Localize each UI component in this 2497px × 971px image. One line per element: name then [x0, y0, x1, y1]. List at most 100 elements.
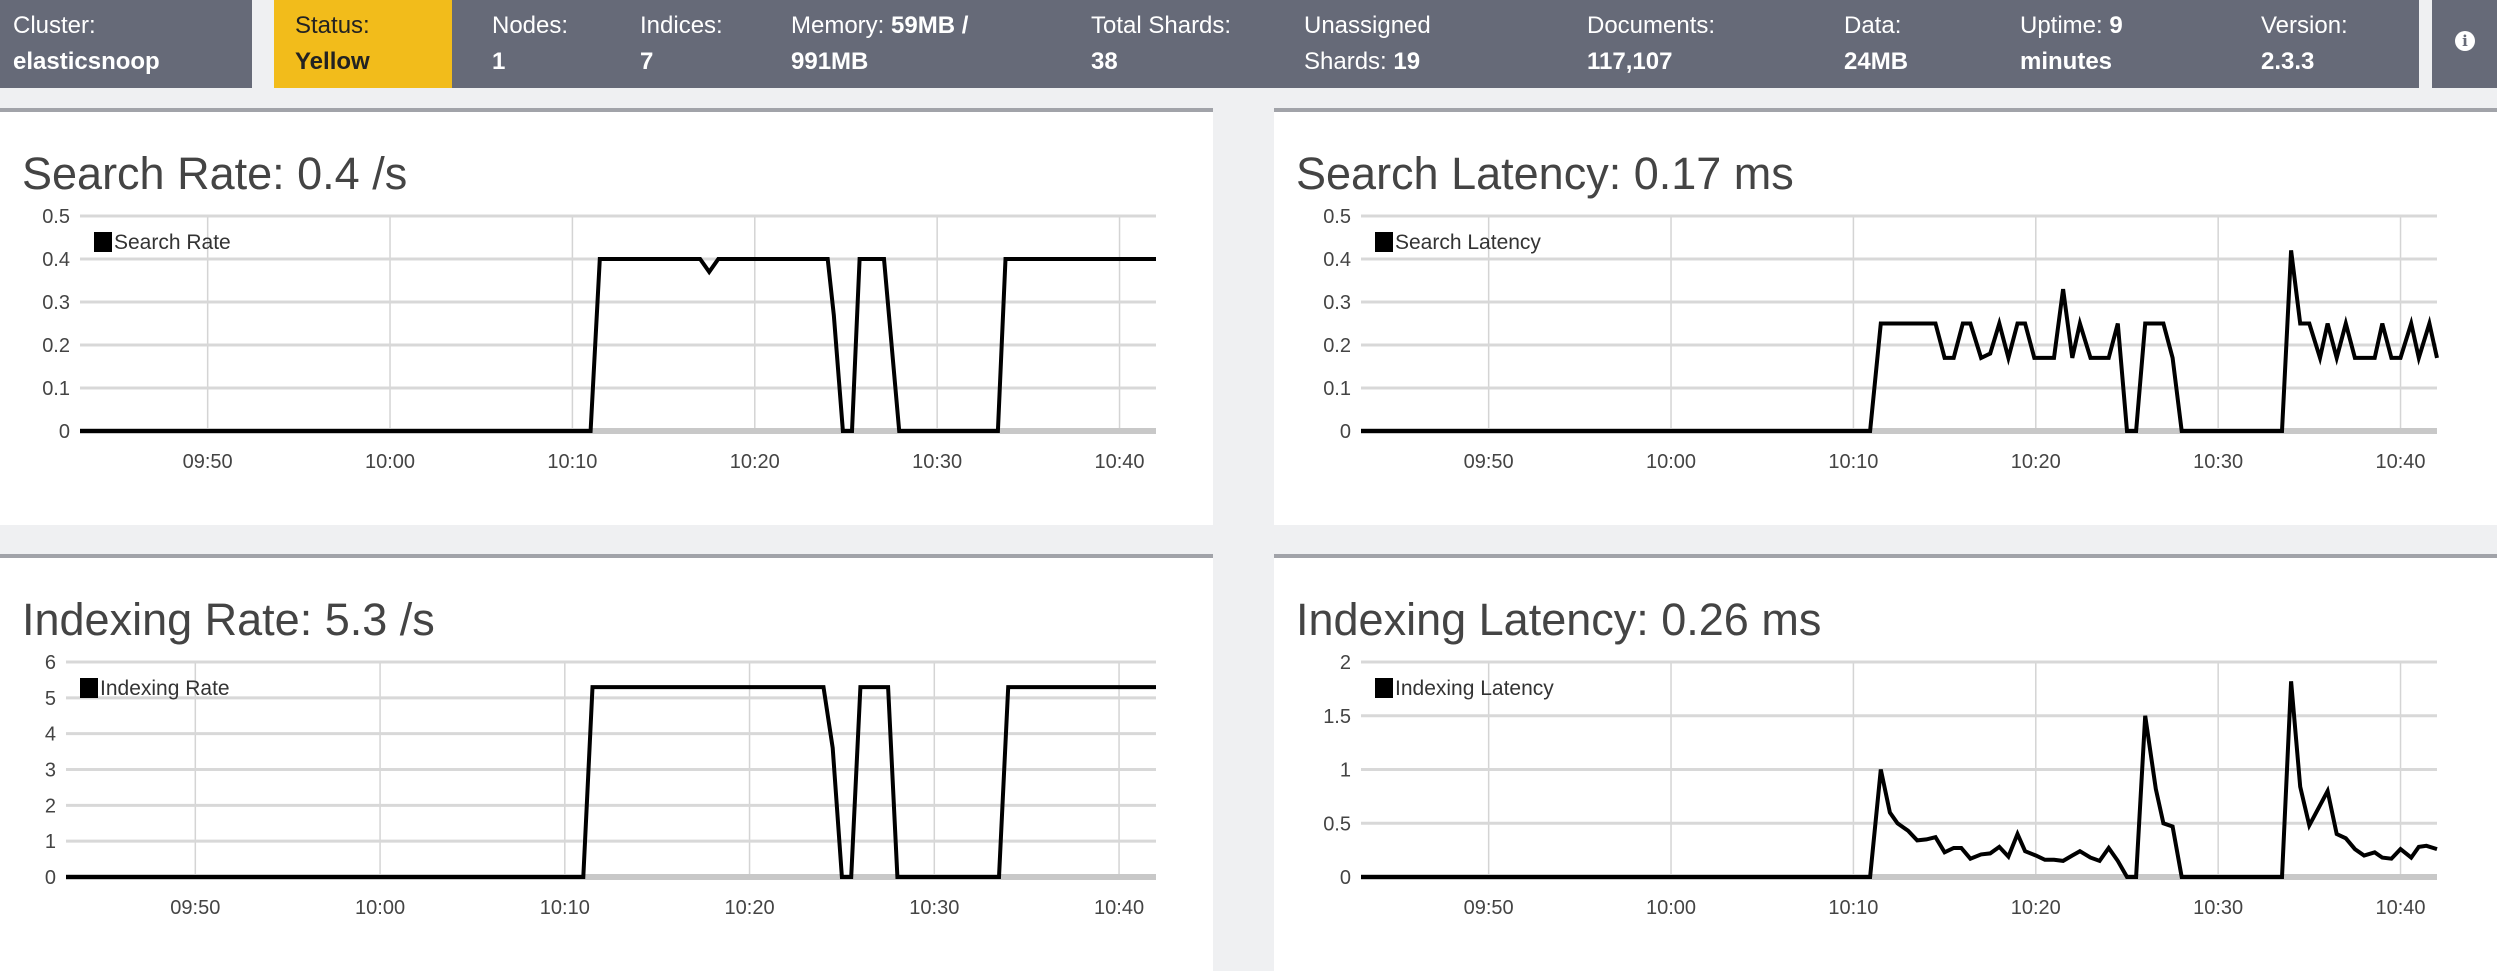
legend-swatch	[94, 232, 112, 252]
x-tick-label: 10:30	[2193, 897, 2243, 919]
y-tick-label: 4	[45, 724, 56, 746]
stat-label: Memory:	[791, 12, 885, 39]
stat-uptime: Uptime: 9 minutes	[2020, 8, 2150, 80]
legend-label: Indexing Latency	[1395, 677, 1554, 700]
cluster-value: elasticsnoop	[13, 48, 160, 75]
series-line	[66, 685, 1156, 879]
y-tick-label: 5	[45, 688, 56, 710]
stat-unassigned-shards: Unassigned Shards: 19	[1304, 8, 1464, 80]
x-tick-label: 10:20	[2011, 451, 2061, 473]
x-tick-label: 10:10	[1828, 897, 1878, 919]
stat-value: 9 minutes	[2020, 12, 2123, 75]
stat-version: Version: 2.3.3	[2261, 8, 2391, 80]
stat-label: Nodes:	[492, 12, 569, 39]
stat-label: Version:	[2261, 12, 2348, 39]
legend-label: Search Rate	[114, 231, 231, 254]
stat-label: Unassigned Shards:	[1304, 12, 1431, 75]
series-line	[1361, 681, 2438, 879]
stat-data: Data: 24MB	[1844, 8, 1964, 80]
legend-swatch	[1375, 232, 1393, 252]
x-tick-label: 10:00	[1646, 897, 1696, 919]
y-tick-label: 0.2	[42, 335, 70, 357]
stat-memory: Memory: 59MB / 991MB	[791, 8, 1031, 80]
stat-documents: Documents: 117,107	[1587, 8, 1787, 80]
indexing-rate-chart: 09:50 10:00 10:10 10:20 10:30 10:40 0 1 2 3 4 5 6 Ind…	[45, 652, 1156, 919]
y-tick-label: 0.3	[42, 292, 70, 314]
search-rate-chart: 09:50 10:00 10:10 10:20 10:30 10:40 0 0.1 0.2 0.3…	[42, 206, 1156, 473]
x-tick-label: 10:00	[355, 897, 405, 919]
search-latency-chart: 09:50 10:00 10:10 10:20 10:30 10:40 0 0.1 0.2 0.3…	[1323, 206, 2439, 473]
panel-title: Search Latency: 0.17 ms	[1296, 148, 1794, 199]
y-tick-label: 0.5	[42, 206, 70, 228]
y-tick-label: 2	[45, 795, 56, 817]
y-tick-label: 0.1	[1323, 378, 1351, 400]
panel-title: Search Rate: 0.4 /s	[22, 148, 408, 199]
stat-nodes: Nodes: 1	[492, 8, 612, 80]
cluster-label: Cluster:	[13, 12, 96, 39]
y-tick-label: 1	[45, 831, 56, 853]
stat-value: 117,107	[1587, 48, 1673, 75]
legend-swatch	[80, 678, 98, 698]
stat-value: 7	[640, 48, 654, 75]
x-tick-label: 10:10	[1828, 451, 1878, 473]
cluster-name-box: Cluster: elasticsnoop	[0, 0, 252, 88]
x-tick-label: 10:30	[2193, 451, 2243, 473]
y-tick-label: 0.4	[1323, 249, 1351, 271]
stat-label: Uptime:	[2020, 12, 2103, 39]
x-tick-label: 10:20	[725, 897, 775, 919]
x-tick-label: 10:40	[2375, 451, 2425, 473]
x-tick-label: 10:00	[365, 451, 415, 473]
info-button[interactable]: i	[2432, 0, 2497, 88]
indexing-rate-panel: Indexing Rate: 5.3 /s 09:50 10:00 10:10 10:…	[0, 554, 1213, 971]
legend-label: Indexing Rate	[100, 677, 230, 700]
stat-value: 1	[492, 48, 506, 75]
panel-title: Indexing Rate: 5.3 /s	[22, 594, 435, 645]
stat-value: 59MB / 991MB	[791, 12, 969, 75]
search-latency-panel: Search Latency: 0.17 ms 09:50 10:00 10:10 1…	[1274, 108, 2497, 525]
x-tick-label: 09:50	[183, 451, 233, 473]
x-tick-label: 10:30	[909, 897, 959, 919]
stat-label: Documents:	[1587, 12, 1716, 39]
panel-title: Indexing Latency: 0.26 ms	[1296, 594, 1822, 645]
legend-swatch	[1375, 678, 1393, 698]
x-tick-label: 10:10	[540, 897, 590, 919]
series-line	[1361, 250, 2439, 433]
y-tick-label: 0	[1340, 867, 1351, 889]
y-tick-label: 0.5	[1323, 206, 1351, 228]
y-tick-label: 0	[59, 421, 70, 443]
stat-value: 19	[1393, 48, 1421, 75]
x-tick-label: 10:00	[1646, 451, 1696, 473]
stat-label: Total Shards:	[1091, 12, 1232, 39]
y-tick-label: 6	[45, 652, 56, 674]
stat-label: Data:	[1844, 12, 1902, 39]
cluster-stats-bar: Nodes: 1 Indices: 7 Memory: 59MB / 991MB T…	[452, 0, 2419, 88]
x-tick-label: 10:20	[2011, 897, 2061, 919]
info-circle-icon[interactable]: i	[2455, 31, 2475, 51]
status-label: Status:	[295, 12, 370, 39]
y-tick-label: 0.4	[42, 249, 70, 271]
stat-value: 2.3.3	[2261, 48, 2315, 75]
legend-label: Search Latency	[1395, 231, 1541, 254]
series-line	[80, 257, 1156, 433]
x-tick-label: 10:40	[1094, 897, 1144, 919]
y-tick-label: 0.3	[1323, 292, 1351, 314]
x-tick-label: 10:30	[912, 451, 962, 473]
x-tick-label: 10:40	[1094, 451, 1144, 473]
status-box: Status: Yellow	[274, 0, 452, 88]
stat-value: 24MB	[1844, 48, 1909, 75]
y-tick-label: 0.2	[1323, 335, 1351, 357]
y-tick-label: 0.5	[1323, 813, 1351, 835]
y-tick-label: 2	[1340, 652, 1351, 674]
y-tick-label: 0.1	[42, 378, 70, 400]
y-tick-label: 1	[1340, 760, 1351, 782]
search-rate-panel: Search Rate: 0.4 /s 09:50 10:00 10:10 10:20…	[0, 108, 1213, 525]
stat-total-shards: Total Shards: 38	[1091, 8, 1271, 80]
x-tick-label: 10:20	[730, 451, 780, 473]
x-tick-label: 09:50	[1464, 451, 1514, 473]
stat-value: 38	[1091, 48, 1118, 75]
indexing-latency-panel: Indexing Latency: 0.26 ms 09:50 10:00 10:1…	[1274, 554, 2497, 971]
indexing-latency-chart: 09:50 10:00 10:10 10:20 10:30 10:40 0 0.5 1 1.5 2 I…	[1323, 652, 2438, 919]
stat-indices: Indices: 7	[640, 8, 770, 80]
x-tick-label: 09:50	[1464, 897, 1514, 919]
y-tick-label: 1.5	[1323, 706, 1351, 728]
